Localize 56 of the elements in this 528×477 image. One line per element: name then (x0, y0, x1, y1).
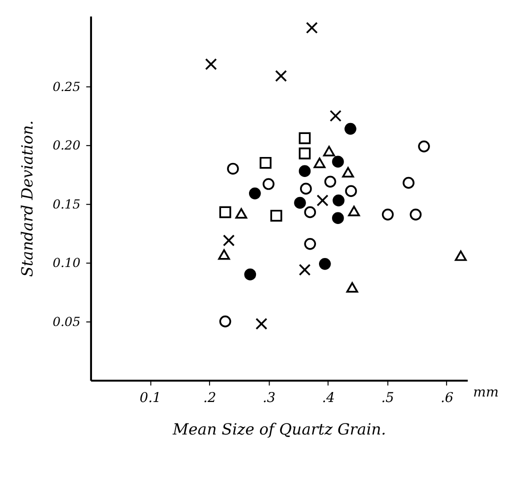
point (314, 158, 326, 168)
x-tick-label: .2 (203, 390, 216, 406)
point (294, 196, 306, 209)
point (323, 146, 335, 156)
point (316, 194, 328, 206)
point (262, 178, 274, 190)
point (306, 22, 318, 34)
point (222, 234, 235, 246)
point (318, 258, 331, 270)
point (298, 165, 311, 178)
point (402, 176, 414, 189)
x-tick-label: .4 (322, 390, 335, 406)
point (298, 148, 311, 160)
x-axis-title: Mean Size of Quartz Grain. (172, 420, 386, 439)
y-axis-title: Standard Deviation. (18, 120, 36, 277)
x-tick-label: .6 (440, 390, 454, 406)
point (260, 156, 272, 169)
point (248, 188, 261, 200)
point (324, 176, 336, 188)
point (454, 250, 467, 261)
x-tick-label: 0.1 (140, 390, 162, 406)
y-tick-label: 0.05 (52, 314, 80, 329)
point (256, 318, 268, 330)
point (346, 282, 358, 293)
x-tick-label: .5 (381, 390, 394, 406)
point (332, 212, 344, 224)
point (298, 264, 311, 276)
y-tick-label: 0.10 (52, 255, 80, 270)
point (304, 206, 316, 218)
point (332, 194, 344, 206)
point (298, 132, 311, 144)
point (227, 162, 239, 175)
x-tick-label: .3 (262, 390, 276, 406)
point (330, 110, 342, 122)
point (342, 167, 354, 178)
point (418, 140, 430, 152)
point (344, 122, 356, 135)
point (332, 156, 344, 168)
point (244, 268, 256, 280)
point (219, 206, 232, 218)
point (300, 182, 312, 195)
point (275, 70, 287, 82)
point (348, 206, 360, 216)
point (410, 208, 422, 220)
y-tick-label: 0.20 (52, 138, 80, 153)
point (382, 208, 394, 220)
point (218, 249, 230, 260)
point (345, 185, 357, 197)
y-tick-label: 0.25 (52, 78, 80, 94)
text: mm (473, 384, 499, 401)
y-tick-label: 0.15 (52, 196, 80, 212)
point (235, 208, 248, 219)
point (270, 210, 282, 222)
point (219, 316, 232, 328)
point (205, 58, 217, 70)
point (304, 238, 316, 250)
